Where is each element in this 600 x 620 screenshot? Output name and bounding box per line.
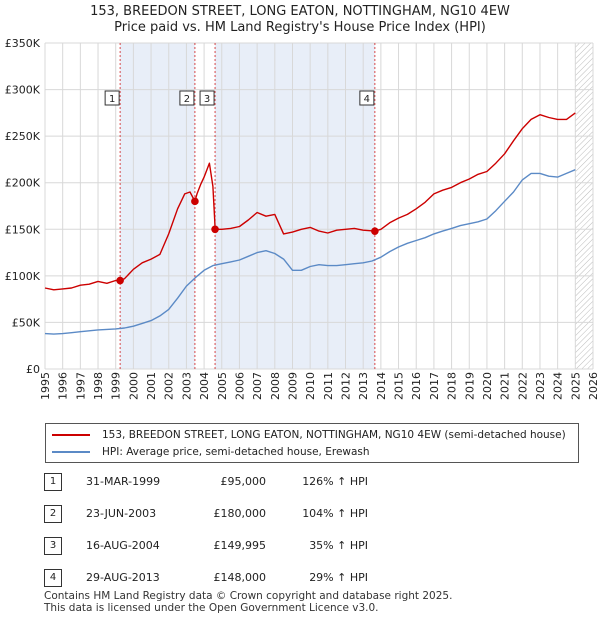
legend-item-property: 153, BREEDON STREET, LONG EATON, NOTTING… (52, 427, 566, 443)
chart-legend: 153, BREEDON STREET, LONG EATON, NOTTING… (45, 423, 579, 463)
x-tick-label: 1998 (92, 372, 105, 400)
price-chart: 1 2 3 4 £0 £50K £100K £150K £200K £250K £300K £350… (5, 37, 600, 400)
sale-date: 29-AUG-2013 (86, 571, 160, 584)
sale-price: £149,995 (213, 539, 267, 552)
y-tick-label: £200K (5, 177, 41, 190)
x-tick-label: 2025 (569, 372, 582, 400)
legend-swatch-property (52, 434, 90, 436)
legend-swatch-hpi (52, 451, 90, 453)
y-tick-label: £150K (5, 223, 41, 236)
x-tick-label: 1999 (110, 372, 123, 400)
legend-label-hpi: HPI: Average price, semi-detached house,… (102, 446, 370, 458)
sale-period-band (215, 43, 375, 369)
x-tick-label: 2001 (145, 372, 158, 400)
sale-label-box (179, 90, 195, 106)
y-tick-label: £50K (12, 316, 41, 329)
x-tick-label: 2024 (552, 372, 565, 400)
sale-number: 1 (44, 473, 62, 491)
sale-price: £95,000 (220, 475, 267, 488)
x-tick-label: 2014 (375, 372, 388, 400)
x-tick-label: 2026 (587, 372, 600, 400)
x-tick-label: 2003 (180, 372, 193, 400)
x-tick-label: 2013 (357, 372, 370, 400)
price-paid-line (44, 112, 576, 291)
x-tick-label: 2016 (410, 372, 423, 400)
sale-hpi-change: 126% ↑ HPI (302, 475, 368, 488)
sale-hpi-change: 35% ↑ HPI (309, 539, 368, 552)
sale-price: £148,000 (213, 571, 267, 584)
sale-date: 16-AUG-2004 (86, 539, 160, 552)
x-tick-label: 2009 (286, 372, 299, 400)
legend-label-property: 153, BREEDON STREET, LONG EATON, NOTTING… (102, 429, 566, 441)
forecast-hatch (575, 43, 593, 369)
sale-label-number: 2 (184, 94, 190, 105)
sale-label-box (104, 90, 120, 106)
x-tick-label: 2015 (393, 372, 406, 400)
y-tick-label: £350K (5, 37, 41, 50)
sale-row: 1 31-MAR-1999 £95,000 126% ↑ HPI (44, 473, 464, 491)
y-tick-label: £0 (26, 363, 40, 376)
x-tick-label: 2019 (463, 372, 476, 400)
footer-licence: This data is licensed under the Open Gov… (44, 602, 379, 614)
x-tick-label: 2012 (340, 372, 353, 400)
sale-label-box (359, 90, 375, 106)
chart-title: 153, BREEDON STREET, LONG EATON, NOTTING… (90, 4, 510, 19)
x-tick-label: 2004 (198, 372, 211, 400)
sale-label-box (199, 90, 215, 106)
x-tick-label: 2005 (216, 372, 229, 400)
x-tick-label: 2002 (163, 372, 176, 400)
x-tick-label: 2020 (481, 372, 494, 400)
x-tick-label: 2006 (233, 372, 246, 400)
x-tick-label: 2022 (516, 372, 529, 400)
x-tick-label: 2023 (534, 372, 547, 400)
x-tick-label: 2021 (499, 372, 512, 400)
hpi-line (44, 169, 576, 335)
x-tick-label: 1995 (39, 372, 52, 400)
sale-point (211, 225, 219, 234)
x-tick-label: 1996 (57, 372, 70, 400)
x-tick-label: 2000 (127, 372, 140, 400)
x-tick-label: 2017 (428, 372, 441, 400)
sale-price: £180,000 (213, 507, 267, 520)
x-tick-label: 2008 (269, 372, 282, 400)
x-tick-label: 2007 (251, 372, 264, 400)
sale-hpi-change: 29% ↑ HPI (309, 571, 368, 584)
sale-point (116, 276, 124, 285)
sale-point (371, 227, 379, 235)
sale-label-number: 1 (109, 94, 115, 105)
y-tick-label: £100K (5, 270, 41, 283)
sale-label-number: 4 (364, 94, 370, 105)
sale-number: 3 (44, 537, 62, 555)
x-tick-label: 2018 (446, 372, 459, 400)
x-tick-label: 1997 (74, 372, 87, 400)
sale-hpi-change: 104% ↑ HPI (302, 507, 368, 520)
sale-date: 31-MAR-1999 (86, 475, 161, 488)
sale-point (191, 197, 199, 206)
sale-label-number: 3 (204, 94, 210, 105)
y-tick-label: £250K (5, 130, 41, 143)
sale-row: 3 16-AUG-2004 £149,995 35% ↑ HPI (44, 537, 464, 555)
x-tick-label: 2011 (322, 372, 335, 400)
sale-number: 4 (44, 569, 62, 587)
sale-date: 23-JUN-2003 (86, 507, 157, 520)
sale-row: 4 29-AUG-2013 £148,000 29% ↑ HPI (44, 569, 464, 587)
chart-subtitle: Price paid vs. HM Land Registry's House … (114, 20, 486, 35)
y-tick-label: £300K (5, 84, 41, 97)
legend-item-hpi: HPI: Average price, semi-detached house,… (52, 444, 370, 460)
sale-number: 2 (44, 505, 62, 523)
sale-row: 2 23-JUN-2003 £180,000 104% ↑ HPI (44, 505, 464, 523)
x-tick-label: 2010 (304, 372, 317, 400)
footer-copyright: Contains HM Land Registry data © Crown c… (44, 590, 453, 602)
